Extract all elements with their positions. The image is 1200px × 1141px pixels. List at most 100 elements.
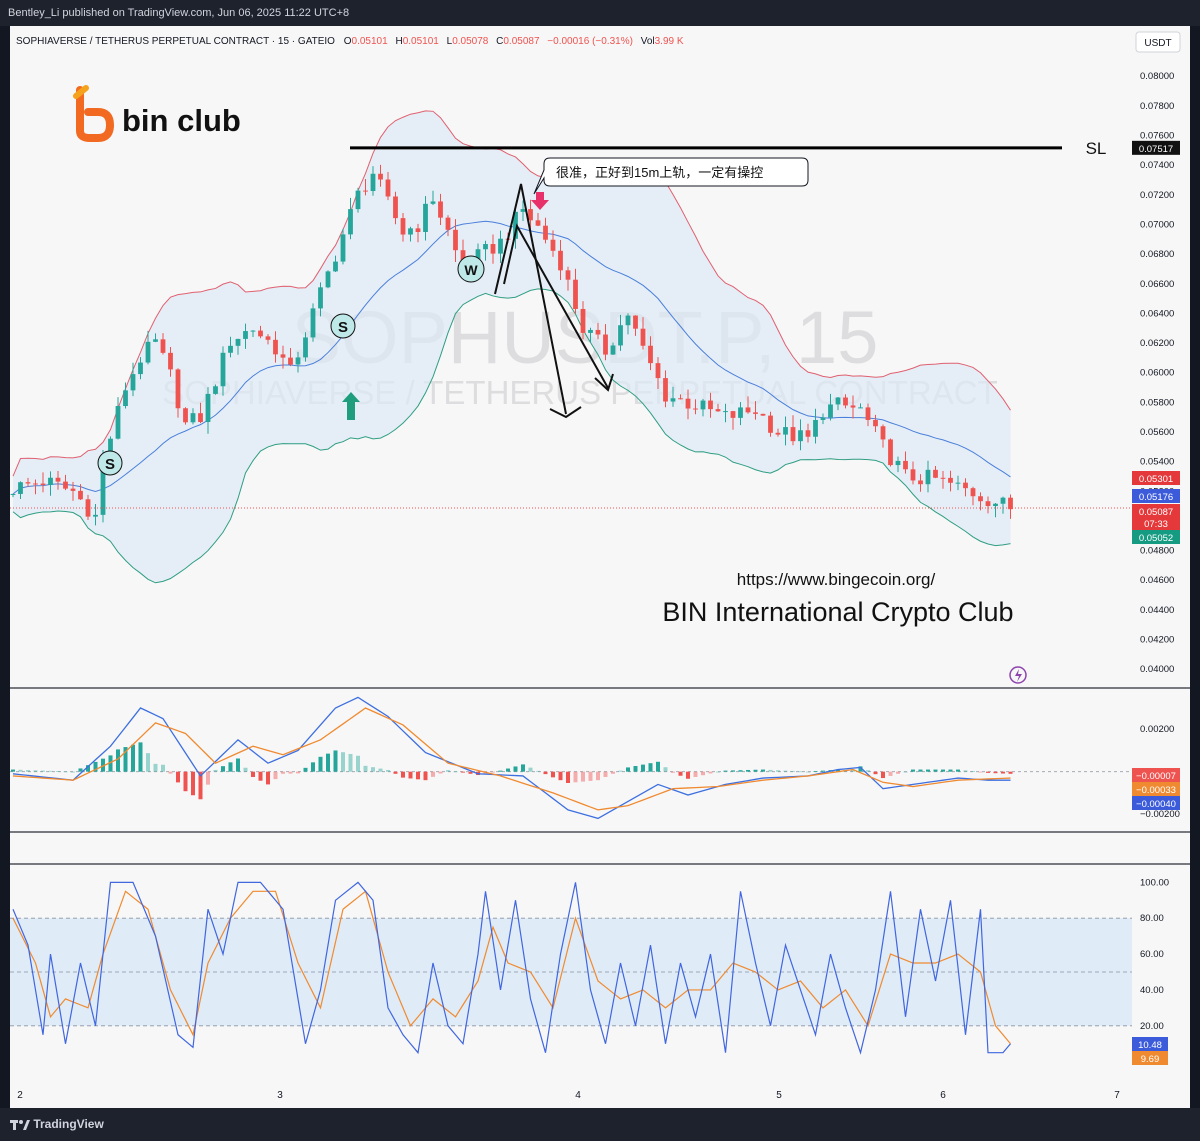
macd-hist-bar bbox=[716, 771, 720, 773]
candle bbox=[760, 413, 766, 416]
price-tick-label: 0.07000 bbox=[1140, 219, 1174, 230]
macd-hist-bar bbox=[941, 769, 945, 772]
price-tick-label: 0.06400 bbox=[1140, 308, 1174, 319]
stoch-value-label-k: 10.48 bbox=[1132, 1037, 1168, 1051]
macd-hist-bar bbox=[933, 769, 938, 772]
macd-hist-bar bbox=[986, 771, 990, 773]
svg-text:−0.00007: −0.00007 bbox=[1136, 771, 1176, 782]
candle bbox=[55, 471, 61, 490]
arrow-head-right bbox=[594, 373, 614, 392]
candle bbox=[580, 301, 586, 340]
macd-hist-bar bbox=[558, 771, 563, 781]
zigzag-drawing[interactable] bbox=[494, 183, 614, 419]
stoch-d-line bbox=[12, 890, 1011, 1045]
signal-marker-w[interactable]: W bbox=[457, 255, 485, 283]
brand-url[interactable]: https://www.bingecoin.org/ bbox=[737, 570, 936, 589]
svg-text:0.05301: 0.05301 bbox=[1139, 474, 1173, 485]
candle bbox=[175, 368, 181, 418]
sl-price-label: 0.07517 bbox=[1132, 140, 1180, 155]
candle bbox=[828, 393, 833, 421]
macd-hist-bar bbox=[123, 747, 128, 772]
macd-hist-bar bbox=[281, 771, 285, 774]
time-tick-label: 6 bbox=[940, 1090, 946, 1101]
candle bbox=[640, 317, 646, 350]
currency-label: USDT bbox=[1144, 38, 1171, 49]
macd-hist-bar bbox=[498, 770, 503, 772]
candle bbox=[535, 213, 541, 227]
price-tick-label: 0.04400 bbox=[1140, 605, 1174, 616]
macd-hist-bar bbox=[566, 771, 570, 783]
candle bbox=[415, 223, 421, 243]
macd-hist-bar bbox=[836, 769, 840, 772]
price-label-bb-upper: 0.05301 bbox=[1132, 471, 1180, 485]
price-tick-label: 0.05600 bbox=[1140, 427, 1174, 438]
signal-marker-s-2[interactable]: S bbox=[330, 313, 356, 339]
price-label-bb-basis: 0.05176 bbox=[1132, 489, 1180, 503]
macd-hist-bar bbox=[618, 770, 623, 772]
macd-hist-bar bbox=[423, 771, 428, 781]
macd-hist-bar bbox=[101, 758, 105, 772]
macd-hist-bar bbox=[326, 753, 330, 772]
candle bbox=[183, 407, 188, 425]
candle bbox=[993, 503, 998, 518]
macd-hist-bar bbox=[896, 771, 900, 774]
candle bbox=[160, 333, 166, 355]
macd-hist-bar bbox=[273, 771, 278, 780]
macd-hist-bar bbox=[956, 769, 960, 772]
macd-hist-bar bbox=[948, 769, 953, 772]
svg-text:0.05176: 0.05176 bbox=[1139, 492, 1173, 503]
price-tick-label: 0.06000 bbox=[1140, 368, 1174, 379]
svg-text:10.48: 10.48 bbox=[1138, 1040, 1162, 1051]
candle bbox=[258, 325, 263, 339]
candle bbox=[310, 303, 316, 342]
candle bbox=[205, 387, 211, 434]
candle bbox=[228, 336, 233, 358]
macd-tick-label: 0.00200 bbox=[1140, 724, 1174, 735]
macd-hist-bar bbox=[453, 771, 458, 773]
candle bbox=[498, 230, 503, 264]
signal-marker-s-1[interactable]: S bbox=[97, 450, 123, 476]
vol-value: 3.99 K bbox=[655, 36, 684, 47]
candle bbox=[873, 414, 878, 433]
svg-text:S: S bbox=[105, 456, 115, 473]
candle bbox=[303, 332, 308, 362]
tradingview-logo[interactable]: TradingView bbox=[10, 1108, 104, 1141]
macd-hist-bar bbox=[963, 770, 968, 772]
currency-selector[interactable]: USDT bbox=[1135, 31, 1181, 53]
macd-hist-bar bbox=[71, 771, 75, 773]
macd-hist-bar bbox=[258, 771, 263, 781]
time-tick-label: 3 bbox=[277, 1090, 283, 1101]
macd-hist-bar bbox=[633, 766, 638, 772]
chart-frame: SOPHIAVERSE / TETHERUS PERPETUAL CONTRAC… bbox=[10, 26, 1190, 1108]
macd-hist-bar bbox=[866, 770, 870, 772]
macd-hist-bar bbox=[1008, 771, 1013, 774]
candle bbox=[235, 338, 241, 355]
symbol-title: SOPHIAVERSE / TETHERUS PERPETUAL CONTRAC… bbox=[16, 36, 335, 47]
macd-hist-bar bbox=[266, 771, 270, 785]
macd-hist-bar bbox=[78, 768, 83, 772]
price-tick-label: 0.06200 bbox=[1140, 338, 1174, 349]
candle bbox=[588, 327, 593, 343]
candle bbox=[385, 171, 391, 201]
candle bbox=[550, 230, 556, 257]
time-tick-label: 7 bbox=[1114, 1090, 1120, 1101]
macd-hist-bar bbox=[738, 770, 743, 772]
lightning-icon[interactable] bbox=[1009, 666, 1027, 684]
candle bbox=[850, 395, 856, 419]
svg-text:0.05087: 0.05087 bbox=[1139, 507, 1173, 518]
macd-hist-bar bbox=[551, 771, 555, 778]
macd-hist-bar bbox=[528, 767, 533, 772]
candle bbox=[288, 347, 293, 367]
macd-hist-bar bbox=[611, 771, 615, 774]
macd-hist-bar bbox=[821, 770, 825, 772]
candle bbox=[655, 357, 661, 390]
candle bbox=[858, 403, 863, 409]
macd-hist-bar bbox=[603, 771, 608, 777]
chart-svg[interactable]: SOPHIAVERSE / TETHERUS PERPETUAL CONTRAC… bbox=[10, 26, 1190, 1108]
macd-hist-bar bbox=[506, 768, 510, 772]
callout-note[interactable]: 很准，正好到15m上轨，一定有操控 bbox=[533, 157, 809, 195]
svg-text:0.07517: 0.07517 bbox=[1139, 144, 1173, 155]
candle bbox=[198, 402, 203, 424]
macd-hist-bar bbox=[393, 771, 398, 774]
macd-hist-bar bbox=[401, 771, 405, 778]
